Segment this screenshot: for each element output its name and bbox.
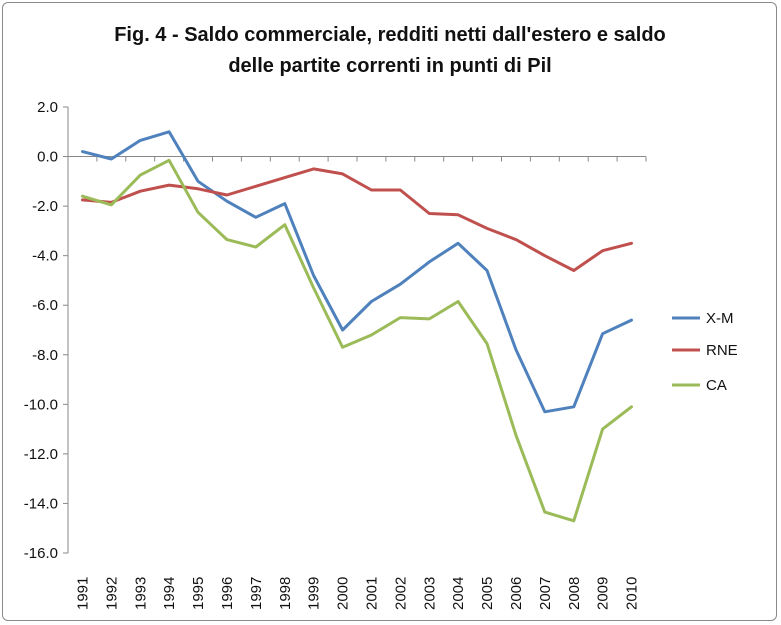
x-tick-label: 1994 [161,577,178,610]
y-tick-label: 2.0 [37,99,58,116]
series-line-x-m [81,130,633,414]
x-tick-label: 1997 [248,577,265,610]
y-tick-label: -12.0 [24,446,58,463]
x-tick-label: 2002 [392,577,409,610]
y-tick-label: -10.0 [24,396,58,413]
x-tick-labels: 1991 1992 1993 1994 1995 1996 1997 1998 1999 2000… [74,577,640,610]
y-tick-label: -8.0 [32,347,58,364]
chart-title: Fig. 4 - Saldo commerciale, redditi nett… [60,20,720,82]
axes [63,106,647,554]
x-tick-label: 1991 [74,577,91,610]
x-tick-label: 1995 [190,577,207,610]
series-line-ca [81,158,633,523]
y-tick-labels: 2.0 0.0 -2.0 -4.0 -6.0 -8.0 -10.0 -12.0 -14.0 -16… [24,99,58,562]
x-tick-label: 2010 [624,577,641,610]
legend-label: X-M [706,310,734,327]
x-tick-label: 1993 [132,577,149,610]
y-tick-label: -16.0 [24,545,58,562]
x-tick-label: 1992 [103,577,120,610]
y-tick-label: -4.0 [32,248,58,265]
x-tick-label: 2001 [363,577,380,610]
y-tick-label: -2.0 [32,198,58,215]
legend: X-M RNE CA [672,310,738,394]
x-tick-label: 1998 [277,577,294,610]
x-tick-label: 2004 [450,577,467,610]
chart-title-line-2: delle partite correnti in punti di Pil [228,55,552,77]
legend-label: RNE [706,342,738,359]
x-tick-label: 2003 [421,577,438,610]
series-lines [81,130,633,523]
chart-title-line-1: Fig. 4 - Saldo commerciale, redditi nett… [114,24,666,46]
y-tick-label: -14.0 [24,495,58,512]
x-tick-label: 1999 [306,577,323,610]
x-tick-label: 1996 [219,577,236,610]
series-line-rne [81,167,633,272]
y-tick-label: -6.0 [32,297,58,314]
x-tick-label: 2006 [508,577,525,610]
x-tick-label: 2008 [566,577,583,610]
y-tick-label: 0.0 [37,149,58,166]
x-tick-label: 2000 [335,577,352,610]
x-tick-label: 2009 [595,577,612,610]
x-tick-label: 2005 [479,577,496,610]
x-tick-label: 2007 [537,577,554,610]
legend-label: CA [706,377,727,394]
